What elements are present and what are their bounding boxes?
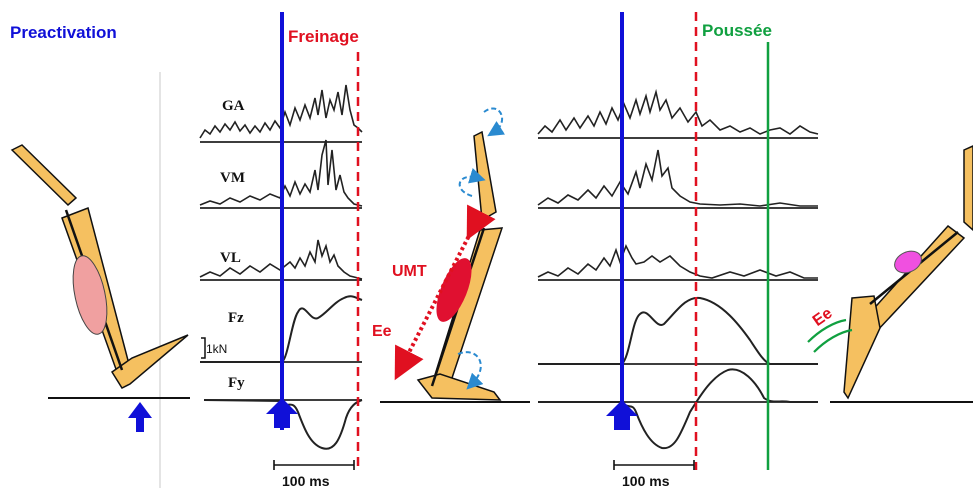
thigh-segment — [10, 144, 78, 207]
up-arrow-icon — [266, 398, 298, 428]
vl-trace — [199, 239, 363, 280]
recoil-line-icon — [807, 318, 847, 343]
foot-segment — [110, 334, 189, 389]
vm-trace — [537, 149, 818, 207]
fz-trace — [538, 296, 818, 365]
muscle-pink — [72, 255, 108, 335]
ga-trace — [199, 84, 363, 139]
label-fz: Fz — [228, 310, 244, 326]
fz-trace — [200, 295, 363, 363]
label-vm: VM — [220, 170, 245, 186]
umt-arrow — [394, 204, 496, 381]
thigh-segment — [473, 130, 497, 222]
ee-label-middle: Ee — [372, 323, 392, 340]
rotation-arrow-icon — [458, 168, 486, 197]
ga-trace — [537, 88, 819, 135]
time-scale-bar — [273, 460, 355, 470]
ee-label-right: Ee — [810, 305, 836, 330]
time-scale-label-right: 100 ms — [622, 473, 670, 488]
foot-segment — [843, 295, 881, 400]
thigh-segment — [963, 145, 973, 232]
time-scale-bar — [613, 460, 695, 470]
leg-figure-freinage: UMT Ee — [372, 107, 530, 403]
freinage-title: Freinage — [288, 27, 359, 46]
preactivation-title: Preactivation — [10, 23, 117, 42]
time-scale-label-left: 100 ms — [282, 473, 330, 488]
force-scale-label: 1kN — [206, 342, 227, 356]
label-ga: GA — [222, 98, 245, 114]
leg-figure-poussee: Ee — [807, 145, 973, 403]
signals-panel-right: 100 ms — [537, 12, 819, 488]
force-scale-bracket — [201, 337, 206, 359]
poussee-title: Poussée — [702, 21, 772, 40]
rotation-arrow-icon — [457, 351, 484, 390]
label-fy: Fy — [228, 375, 245, 391]
up-arrow-icon — [606, 400, 638, 430]
muscle-magenta — [894, 250, 922, 274]
recoil-line-icon — [813, 328, 853, 353]
umt-label: UMT — [392, 263, 427, 280]
signals-panel-left: GA VM VL Fz Fy 1kN 100 ms — [199, 12, 363, 488]
fy-trace — [203, 399, 363, 450]
label-vl: VL — [220, 250, 241, 266]
rotation-arrow-icon — [483, 107, 506, 137]
vm-trace — [199, 139, 363, 207]
up-arrow-icon — [128, 402, 152, 432]
fy-trace — [538, 368, 818, 450]
vl-trace — [537, 244, 818, 279]
foot-segment — [416, 373, 502, 401]
leg-figure-preactivation — [10, 144, 190, 432]
